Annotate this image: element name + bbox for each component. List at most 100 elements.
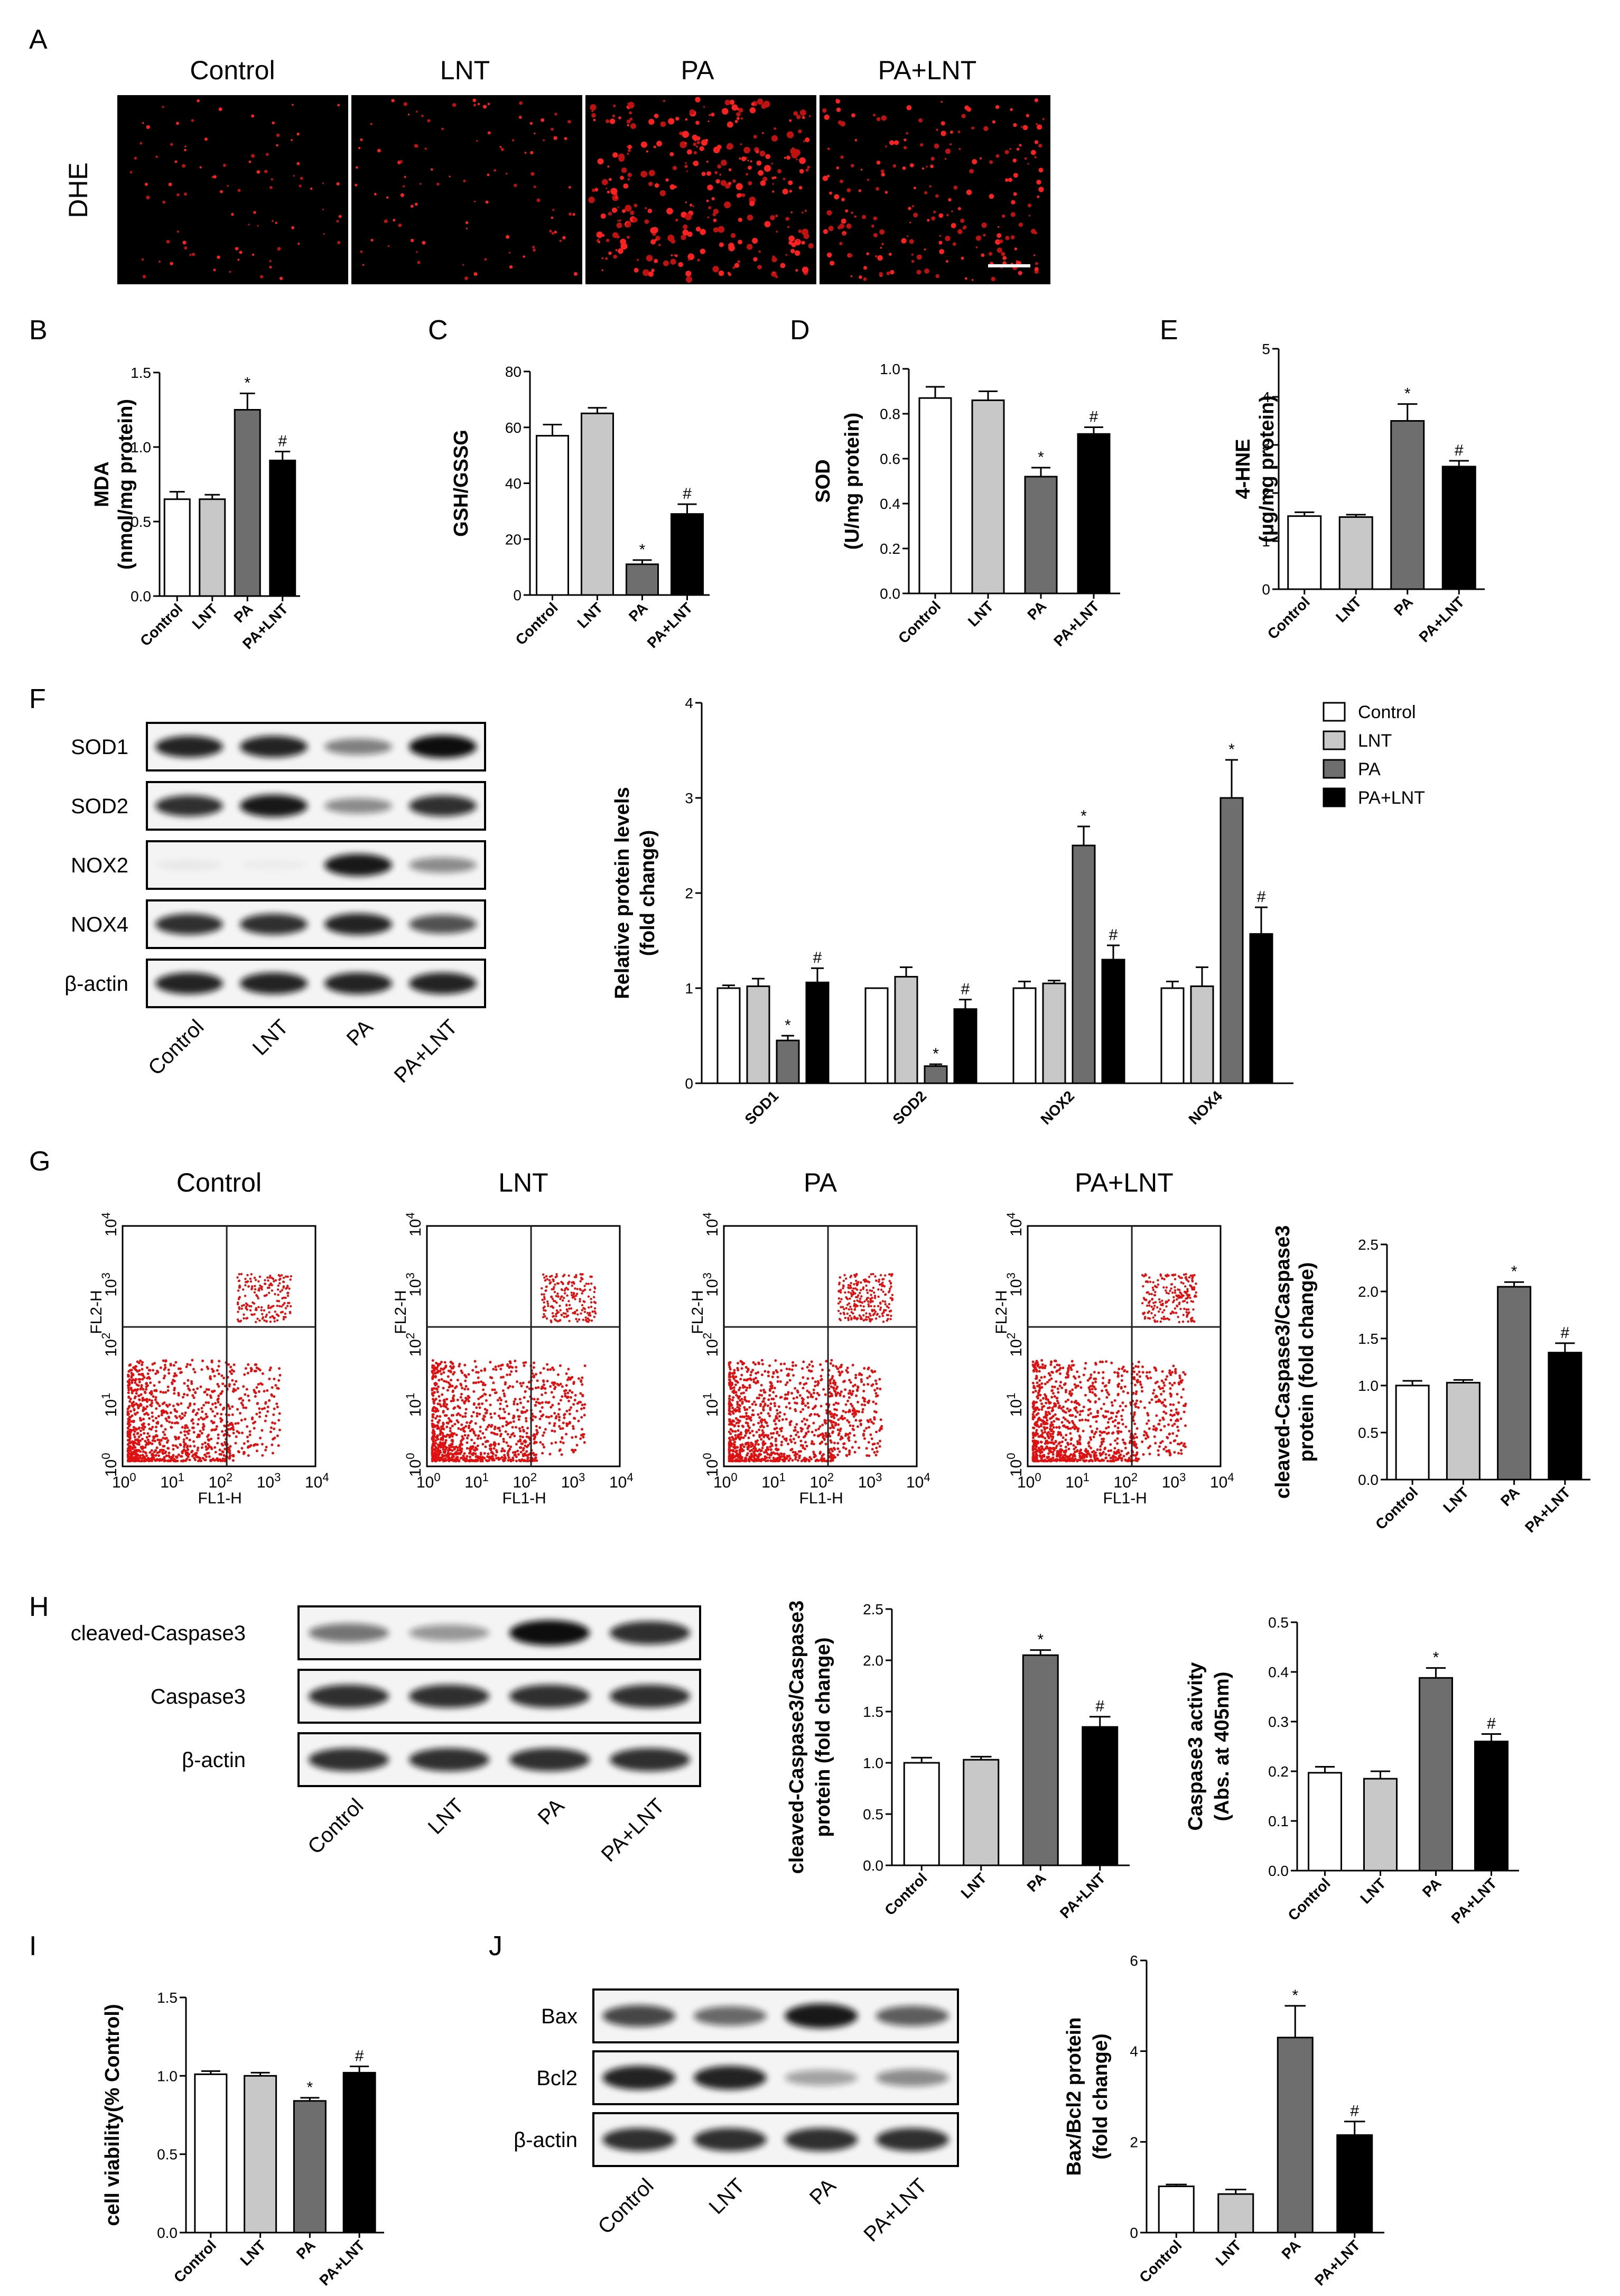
blot-band	[785, 2070, 858, 2086]
dhe-signal-dot	[716, 268, 718, 271]
dhe-signal-dot	[1022, 125, 1028, 131]
dhe-signal-dot	[876, 160, 881, 165]
y-tick-label: 0	[513, 587, 522, 603]
flow-event	[462, 1437, 465, 1440]
flow-event	[494, 1454, 497, 1457]
dhe-signal-dot	[983, 234, 986, 237]
flow-event	[141, 1363, 144, 1367]
flow-event	[152, 1419, 155, 1423]
dhe-signal-dot	[222, 164, 226, 167]
flow-event	[488, 1424, 491, 1427]
flow-event	[431, 1419, 434, 1423]
dhe-signal-dot	[672, 165, 677, 171]
dhe-signal-dot	[724, 99, 731, 106]
dhe-signal-dot	[1037, 195, 1040, 198]
dhe-signal-dot	[1035, 262, 1038, 265]
flow-event	[456, 1379, 459, 1382]
dhe-signal-dot	[867, 179, 870, 181]
dhe-signal-dot	[671, 254, 673, 256]
bar-pa	[1419, 1677, 1453, 1872]
flow-event	[463, 1434, 467, 1437]
dhe-signal-dot	[663, 260, 669, 266]
flow-event	[277, 1284, 280, 1287]
flow-event	[728, 1401, 731, 1404]
flow-event	[172, 1448, 175, 1451]
dhe-signal-dot	[799, 157, 806, 164]
flow-event	[822, 1388, 825, 1391]
x-category-label: LNT	[1440, 1484, 1472, 1516]
flow-event	[174, 1361, 178, 1364]
dhe-signal-dot	[796, 115, 801, 119]
y-axis-title: cell viability(% Control)	[101, 2004, 124, 2226]
flow-event	[271, 1386, 274, 1389]
flow-event	[211, 1368, 214, 1371]
flow-event	[490, 1451, 493, 1454]
flow-event	[858, 1410, 861, 1414]
flow-event	[173, 1372, 176, 1375]
flow-event	[742, 1425, 745, 1428]
flow-event	[806, 1377, 809, 1380]
flow-event	[436, 1402, 440, 1406]
x-category-label: Control	[171, 2237, 219, 2285]
dhe-signal-dot	[213, 175, 217, 179]
flow-event	[436, 1369, 440, 1372]
flow-event	[214, 1402, 217, 1405]
flow-event	[557, 1295, 560, 1298]
dhe-signal-dot	[403, 185, 405, 188]
dhe-signal-dot	[618, 116, 621, 119]
flow-event	[840, 1363, 843, 1367]
flow-event	[744, 1456, 747, 1460]
flow-event	[172, 1444, 175, 1447]
flow-event	[250, 1313, 253, 1316]
x-category-label: LNT	[189, 600, 221, 632]
flow-event	[774, 1448, 777, 1451]
dhe-signal-dot	[184, 148, 187, 152]
flow-event	[767, 1434, 770, 1437]
flow-event	[532, 1366, 535, 1369]
flow-event	[286, 1285, 289, 1287]
flow-event	[829, 1452, 832, 1455]
flow-event	[769, 1402, 772, 1405]
flow-event	[217, 1433, 220, 1436]
flow-event	[824, 1431, 827, 1435]
flow-event	[451, 1425, 454, 1428]
flow-event	[183, 1414, 186, 1417]
flow-event	[873, 1451, 876, 1454]
dhe-signal-dot	[807, 165, 811, 169]
flow-event	[794, 1457, 797, 1461]
flow-event	[472, 1448, 476, 1452]
flow-event	[488, 1455, 491, 1458]
flow-event	[265, 1415, 268, 1418]
flow-event	[575, 1309, 579, 1312]
dhe-signal-dot	[858, 189, 862, 192]
flow-event	[174, 1415, 177, 1418]
y-axis-title: 4-HNE	[1232, 439, 1254, 499]
dhe-signal-dot	[729, 99, 735, 105]
flow-event	[853, 1409, 856, 1412]
dhe-signal-dot	[374, 193, 377, 196]
flow-event	[854, 1440, 857, 1444]
flow-event	[546, 1363, 549, 1366]
x-category-label: SOD1	[741, 1087, 781, 1128]
flow-event	[269, 1430, 272, 1434]
flow-event	[734, 1430, 737, 1433]
flow-event	[146, 1438, 150, 1442]
flow-event	[837, 1418, 840, 1421]
flow-x-label: FL1-H	[502, 1490, 546, 1507]
flow-event	[248, 1445, 251, 1448]
flow-event	[463, 1452, 466, 1455]
flow-event	[453, 1423, 457, 1426]
flow-event	[132, 1389, 135, 1392]
flow-event	[876, 1450, 879, 1453]
flow-event	[151, 1442, 154, 1445]
flow-event	[863, 1437, 866, 1440]
flow-event	[276, 1305, 278, 1307]
dhe-signal-dot	[836, 107, 841, 113]
flow-event	[471, 1445, 474, 1448]
dhe-signal-dot	[757, 98, 764, 105]
flow-event	[244, 1367, 247, 1370]
flow-event	[250, 1287, 254, 1289]
flow-event	[744, 1389, 748, 1392]
dhe-signal-dot	[941, 101, 943, 103]
dhe-signal-dot	[890, 269, 895, 275]
